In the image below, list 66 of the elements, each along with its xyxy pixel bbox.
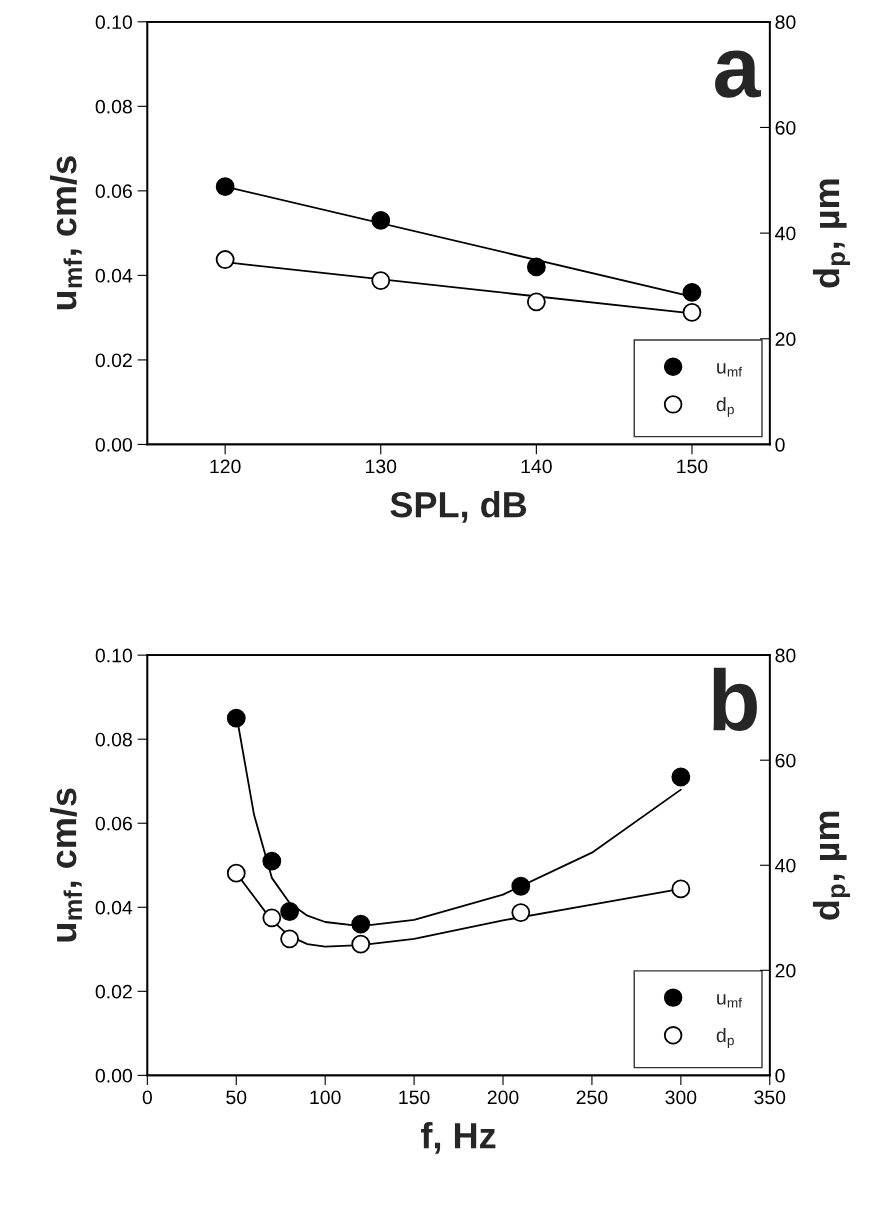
y-axis-title: u$_{mf}$, cm/s <box>49 788 82 942</box>
y2-tick-label: 80 <box>775 648 796 663</box>
y2-tick-label: 0 <box>775 437 785 452</box>
y-tick-label: 0.06 <box>95 816 132 831</box>
y2-tick-label: 80 <box>775 15 796 30</box>
x-tick-label: 150 <box>399 1090 430 1105</box>
annotation: b <box>713 667 757 732</box>
x-tick-label: 250 <box>576 1090 608 1105</box>
y-tick-label: 0.10 <box>95 15 132 30</box>
point <box>262 908 282 928</box>
y-tick-label: 0.04 <box>95 268 133 283</box>
x-tick-label: 100 <box>310 1090 341 1105</box>
y2-tick-label: 40 <box>775 226 796 241</box>
y2-axis-title: d$_{p}$, µm <box>812 811 851 920</box>
x-tick-label: 140 <box>521 459 552 474</box>
legend-label: u$_{mf}$ <box>717 363 743 377</box>
point <box>682 282 702 302</box>
point <box>280 902 300 921</box>
legend-label: d$_{p}$ <box>716 396 734 417</box>
point <box>671 879 691 899</box>
annotation: a <box>715 50 761 98</box>
y-tick-label: 0.08 <box>95 99 132 114</box>
point <box>226 863 246 883</box>
point <box>351 914 371 934</box>
point <box>371 211 391 230</box>
point <box>371 271 391 291</box>
y2-tick-label: 20 <box>775 963 796 978</box>
y-tick-label: 0.04 <box>95 900 133 915</box>
point <box>682 302 702 322</box>
x-tick-label: 50 <box>226 1090 247 1105</box>
point <box>511 903 531 922</box>
point <box>671 767 691 787</box>
y-tick-label: 0.00 <box>95 1068 132 1083</box>
y-tick-label: 0.00 <box>95 437 132 452</box>
x-tick-label: 350 <box>754 1090 786 1105</box>
point <box>226 708 246 728</box>
y-tick-label: 0.06 <box>95 184 132 199</box>
y2-tick-label: 0 <box>775 1068 785 1083</box>
y2-tick-label: 60 <box>775 120 796 135</box>
point <box>280 929 300 949</box>
point <box>215 177 235 197</box>
x-tick-label: 120 <box>210 459 241 474</box>
point <box>511 876 531 896</box>
y-tick-label: 0.02 <box>95 984 132 999</box>
x-tick-label: 150 <box>677 459 708 474</box>
y-tick-label: 0.02 <box>95 353 132 368</box>
y-tick-label: 0.08 <box>95 732 132 747</box>
point <box>526 292 546 312</box>
legend-label: d$_{p}$ <box>716 1027 734 1048</box>
point <box>351 934 371 954</box>
x-tick-label: 0 <box>142 1090 152 1105</box>
x-axis-title: f, Hz <box>421 1121 496 1154</box>
x-tick-label: 200 <box>487 1090 519 1105</box>
point <box>262 851 282 871</box>
y2-tick-label: 20 <box>775 332 796 347</box>
x-axis-title: SPL, dB <box>390 491 527 523</box>
y2-axis-title: d$_{p}$, µm <box>812 179 851 288</box>
y2-tick-label: 40 <box>775 858 796 873</box>
x-tick-label: 130 <box>366 459 397 474</box>
point <box>526 257 546 277</box>
point <box>215 250 235 269</box>
x-tick-label: 300 <box>665 1090 697 1105</box>
y2-tick-label: 60 <box>775 753 796 768</box>
legend-label: u$_{mf}$ <box>717 994 743 1008</box>
y-tick-label: 0.10 <box>95 648 132 663</box>
y-axis-title: u$_{mf}$, cm/s <box>49 156 82 310</box>
